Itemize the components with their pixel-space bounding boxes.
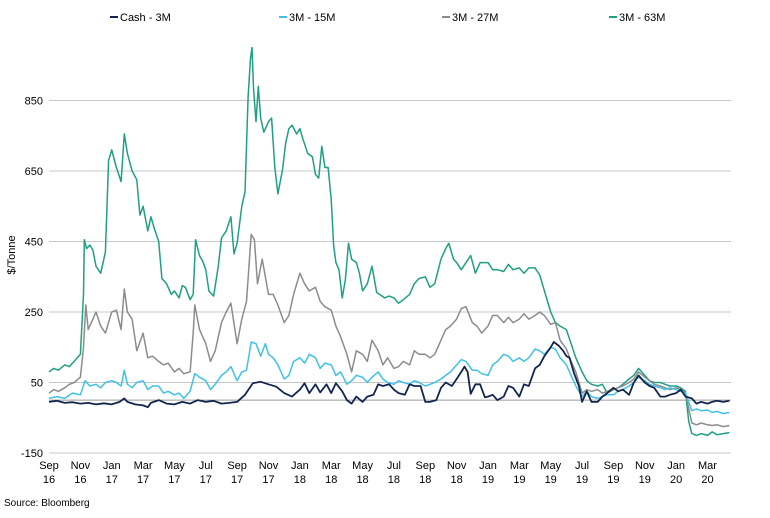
x-tick-month: Mar: [134, 460, 153, 472]
source-note: Source: Bloomberg: [4, 498, 90, 509]
x-tick-month: Nov: [71, 460, 91, 472]
x-tick-month: Mar: [510, 460, 529, 472]
x-tick-month: Nov: [447, 460, 467, 472]
y-axis-ticks: -150 50 250 450 650 850: [21, 96, 43, 461]
x-tick-month: May: [540, 460, 561, 472]
y-tick-label: 50: [31, 378, 43, 390]
y-axis-title: $/Tonne: [6, 235, 18, 274]
x-tick-year: 18: [294, 474, 306, 486]
x-tick-year: 17: [168, 474, 180, 486]
x-tick-year: 19: [545, 474, 557, 486]
x-tick-year: 19: [607, 474, 619, 486]
series-line-3m-15m: [48, 341, 730, 415]
x-tick-year: 19: [576, 474, 588, 486]
x-tick-month: Jul: [199, 460, 213, 472]
x-tick-year: 19: [639, 474, 651, 486]
x-tick-year: 18: [356, 474, 368, 486]
legend-label-cash-3m: Cash - 3M: [120, 12, 171, 24]
legend-item-3m-15m: 3M - 15M: [279, 12, 335, 24]
x-tick-year: 18: [451, 474, 463, 486]
x-tick-month: Sep: [39, 460, 59, 472]
x-tick-year: 17: [106, 474, 118, 486]
x-tick-year: 19: [513, 474, 525, 486]
x-tick-month: Nov: [259, 460, 279, 472]
x-tick-year: 19: [482, 474, 494, 486]
x-tick-year: 17: [231, 474, 243, 486]
y-tick-label: -150: [21, 448, 43, 460]
y-tick-label: 850: [25, 96, 43, 108]
x-tick-month: Nov: [635, 460, 655, 472]
x-tick-month: Sep: [227, 460, 247, 472]
x-tick-month: Jul: [575, 460, 589, 472]
legend-item-cash-3m: Cash - 3M: [110, 12, 171, 24]
x-tick-month: Jan: [667, 460, 685, 472]
y-tick-label: 650: [25, 166, 43, 178]
x-tick-year: 17: [200, 474, 212, 486]
legend-label-3m-27m: 3M - 27M: [452, 12, 498, 24]
x-tick-year: 17: [262, 474, 274, 486]
series-line-3m-27m: [48, 233, 730, 428]
x-tick-year: 18: [419, 474, 431, 486]
series-lines: [48, 46, 730, 437]
series-line-cash-3m: [48, 341, 730, 409]
y-tick-label: 450: [25, 237, 43, 249]
series-line-3m-63m: [48, 46, 730, 437]
legend-label-3m-63m: 3M - 63M: [619, 12, 665, 24]
legend: Cash - 3M 3M - 15M 3M - 27M 3M - 63M: [110, 12, 665, 24]
x-tick-year: 18: [388, 474, 400, 486]
x-tick-month: Mar: [322, 460, 341, 472]
x-tick-year: 20: [670, 474, 682, 486]
x-tick-month: Jan: [103, 460, 121, 472]
x-tick-year: 18: [325, 474, 337, 486]
x-axis-ticks: Sep 16 Nov 16 Jan 17 Mar 17 May 17 Jul 17 Sep 17 Nov 17…: [39, 460, 717, 486]
x-tick-month: Jan: [479, 460, 497, 472]
y-tick-label: 250: [25, 307, 43, 319]
x-tick-month: Jan: [291, 460, 309, 472]
x-tick-year: 16: [43, 474, 55, 486]
legend-item-3m-27m: 3M - 27M: [442, 12, 498, 24]
x-tick-month: Sep: [604, 460, 624, 472]
x-tick-month: Jul: [387, 460, 401, 472]
x-tick-month: Sep: [415, 460, 435, 472]
legend-item-3m-63m: 3M - 63M: [609, 12, 665, 24]
x-tick-month: Mar: [698, 460, 717, 472]
x-tick-month: May: [164, 460, 185, 472]
legend-label-3m-15m: 3M - 15M: [289, 12, 335, 24]
x-tick-year: 17: [137, 474, 149, 486]
x-tick-month: May: [352, 460, 373, 472]
x-tick-year: 16: [74, 474, 86, 486]
x-tick-year: 20: [701, 474, 713, 486]
